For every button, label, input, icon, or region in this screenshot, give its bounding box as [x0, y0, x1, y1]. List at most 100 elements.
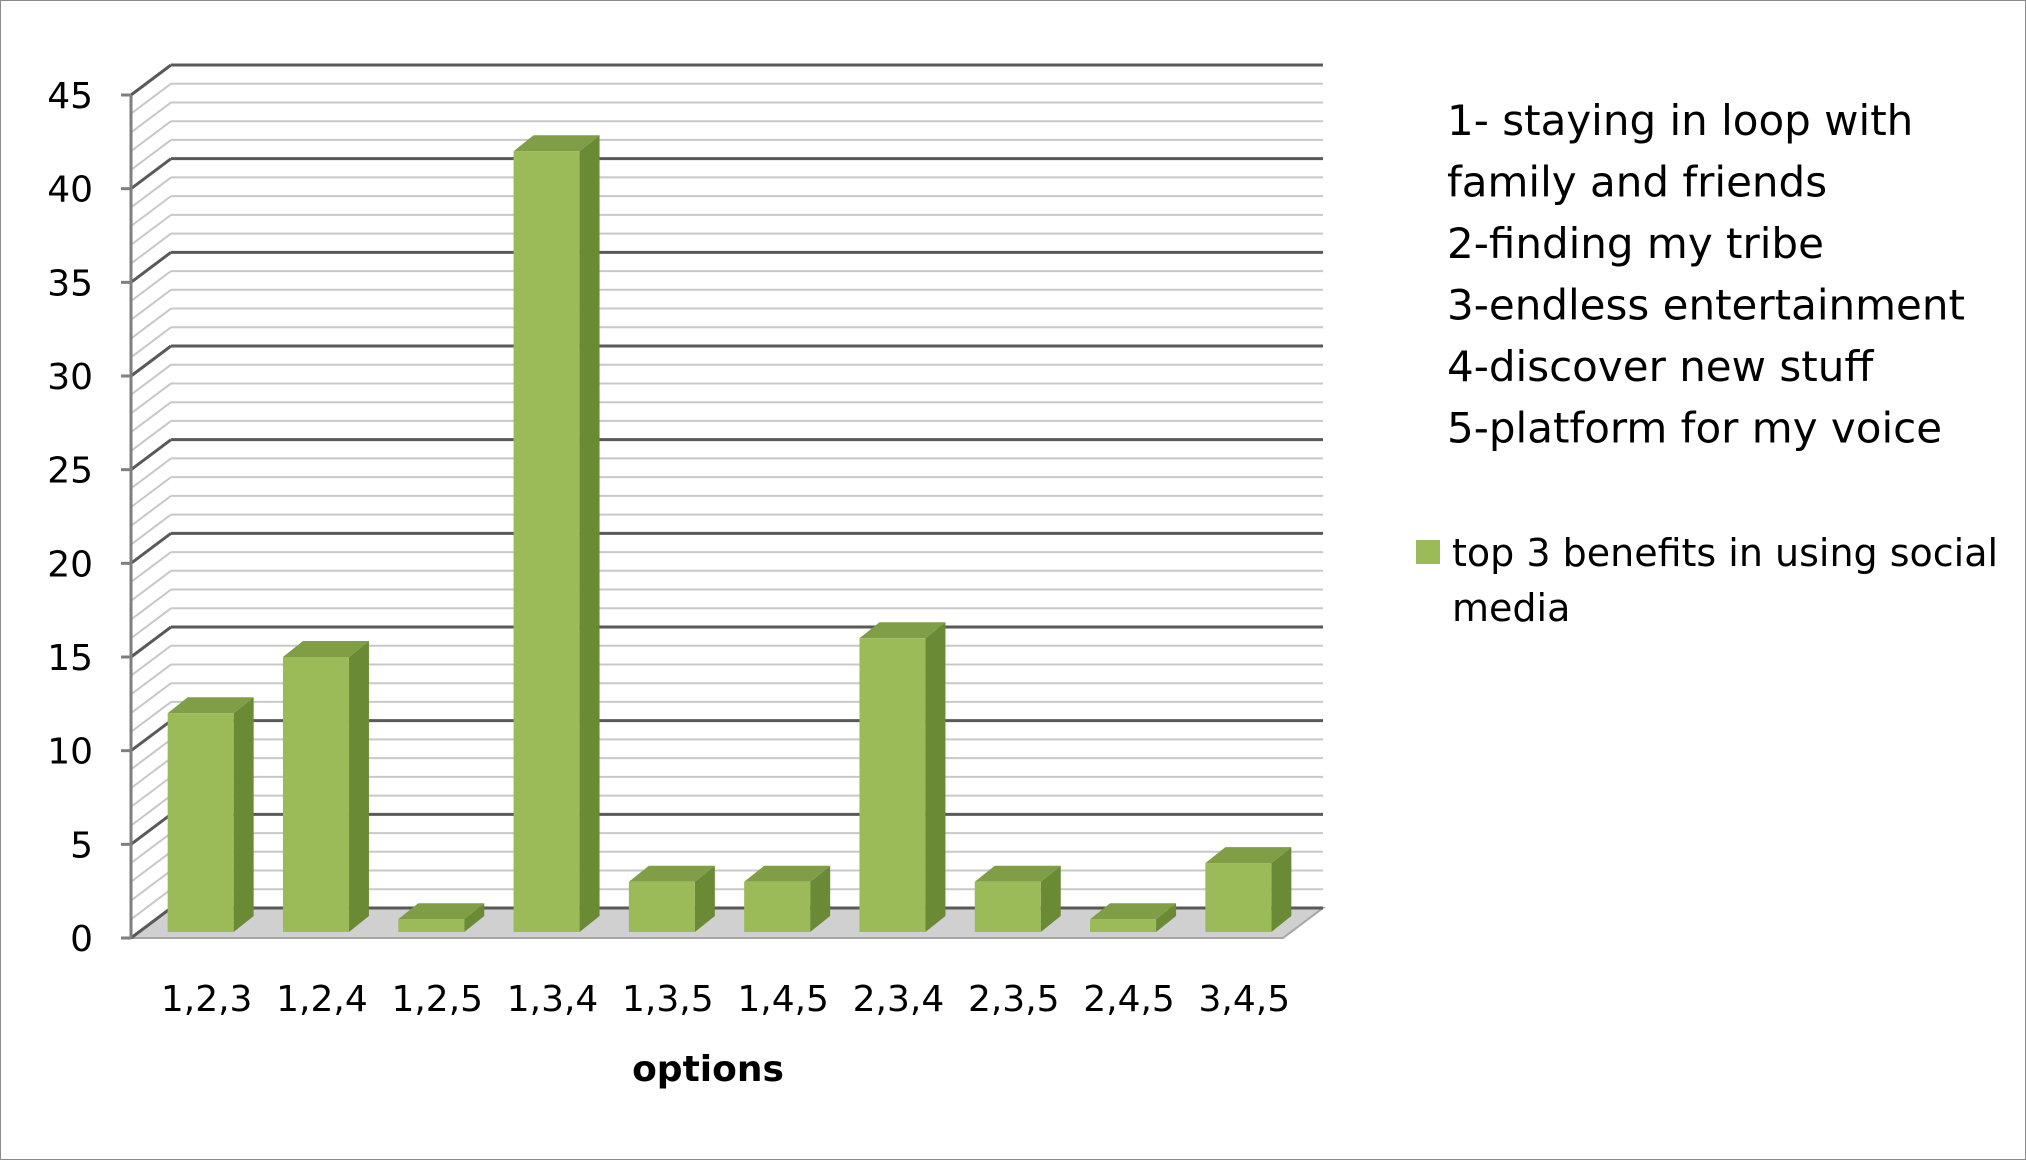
y-tick-label: 30: [47, 357, 93, 398]
legend-label: media: [1452, 586, 1570, 630]
gridline-major-side: [130, 438, 172, 471]
x-tick-label: 1,3,5: [622, 979, 714, 1020]
bar-side: [1271, 847, 1292, 932]
options-key-line: 4-discover new stuff: [1447, 342, 1874, 391]
gridline-minor-side: [130, 457, 172, 490]
x-tick-label: 2,3,4: [853, 979, 945, 1020]
legend-swatch: [1416, 540, 1440, 564]
y-tick-label: 35: [47, 263, 93, 304]
gridline-major-side: [130, 719, 172, 752]
bar: [167, 713, 234, 932]
gridline-minor-side: [130, 776, 172, 808]
bar-top: [398, 903, 485, 920]
x-tick-label: 2,3,5: [968, 979, 1060, 1020]
gridline-minor-side: [130, 869, 172, 902]
gridline-minor-side: [130, 195, 172, 227]
x-tick-label: 1,4,5: [737, 979, 829, 1020]
gridline-major-side: [130, 532, 172, 565]
bar-side: [233, 697, 254, 932]
gridline-minor-side: [130, 888, 172, 921]
x-tick-label: 1,2,5: [391, 979, 483, 1020]
x-tick-label: 1,3,4: [507, 979, 599, 1020]
gridline-minor-side: [130, 82, 172, 115]
options-key-line: family and friends: [1447, 158, 1827, 207]
legend-label: top 3 benefits in using social: [1452, 531, 1998, 575]
gridline-minor-side: [130, 176, 172, 209]
gridline-minor-side: [130, 569, 172, 602]
bar-side: [464, 903, 485, 932]
bars: [167, 135, 1292, 932]
gridline-minor-side: [130, 588, 172, 621]
gridline-minor-side: [130, 101, 172, 134]
options-key: 1- staying in loop with family and friend…: [1447, 96, 1965, 453]
gridline-minor-side: [130, 401, 172, 434]
bar-side: [579, 135, 600, 932]
bar: [974, 881, 1041, 932]
gridline-minor-side: [130, 420, 172, 452]
y-tick-label: 25: [47, 451, 93, 492]
gridline-major-side: [130, 813, 172, 846]
gridline-minor-side: [130, 139, 172, 171]
gridline-minor-side: [130, 738, 172, 771]
gridline-minor-side: [130, 757, 172, 789]
bar-side: [1040, 865, 1061, 932]
gridline-minor-side: [130, 644, 172, 677]
gridline-minor-side: [130, 607, 172, 640]
x-tick-label: 1,2,4: [276, 979, 368, 1020]
bar-top: [1205, 847, 1292, 864]
bar-top: [282, 641, 369, 657]
gridline-minor-side: [130, 850, 172, 883]
x-tick-labels: 1,2,3 1,2,4 1,2,5 1,3,4 1,3,5 1,4,5 2,3,4 2,3,5…: [161, 979, 1290, 1020]
bar-top: [744, 865, 831, 882]
y-axis: [121, 93, 133, 940]
gridline-minor-side: [130, 120, 172, 152]
gridline-minor-side: [130, 270, 172, 302]
gridline-minor-side: [130, 363, 172, 396]
y-tick-label: 0: [70, 919, 93, 960]
gridline-minor-side: [130, 307, 172, 340]
bar-top: [167, 697, 254, 714]
options-key-line: 3-endless entertainment: [1447, 281, 1965, 330]
bar: [282, 657, 349, 932]
bar-top: [628, 865, 715, 882]
bar: [628, 881, 695, 932]
gridline-minor-side: [130, 682, 172, 715]
gridline-minor-side: [130, 701, 172, 733]
gridline-minor-side: [130, 495, 172, 527]
gridline-major-side: [130, 906, 172, 940]
x-tick-label: 3,4,5: [1199, 979, 1291, 1020]
gridline-minor-side: [130, 232, 172, 265]
bar: [513, 151, 580, 932]
x-tick-label: 1,2,3: [161, 979, 253, 1020]
x-axis-title: options: [632, 1049, 784, 1090]
bar-top: [1090, 903, 1177, 920]
gridline-minor-side: [130, 663, 172, 696]
gridline-minor-side: [130, 382, 172, 415]
bar: [744, 881, 811, 932]
gridline-major-side: [130, 251, 172, 284]
bar-top: [513, 135, 600, 152]
y-tick-label: 40: [47, 170, 93, 211]
gridline-minor-side: [130, 794, 172, 827]
bar: [398, 919, 465, 932]
options-key-line: 5-platform for my voice: [1447, 404, 1942, 453]
gridline-major-side: [130, 157, 172, 190]
y-tick-labels: 0 5 10 15 20 25 30 35 40 45: [47, 76, 93, 960]
options-key-line: 2-finding my tribe: [1447, 219, 1824, 268]
gridline-major-side: [130, 344, 172, 378]
bar: [1090, 919, 1157, 932]
gridline-major-side: [130, 63, 172, 97]
legend: top 3 benefits in using social media: [1416, 531, 1998, 630]
bar: [859, 638, 926, 932]
bar-side: [694, 865, 715, 932]
bar-top: [859, 622, 946, 639]
y-tick-label: 10: [47, 732, 93, 773]
y-tick-label: 45: [47, 76, 93, 117]
gridline-minor-side: [130, 326, 172, 359]
gridline-minor-side: [130, 832, 172, 864]
options-key-line: 1- staying in loop with: [1447, 96, 1913, 145]
x-tick-label: 2,4,5: [1083, 979, 1175, 1020]
y-tick-label: 5: [70, 825, 93, 866]
